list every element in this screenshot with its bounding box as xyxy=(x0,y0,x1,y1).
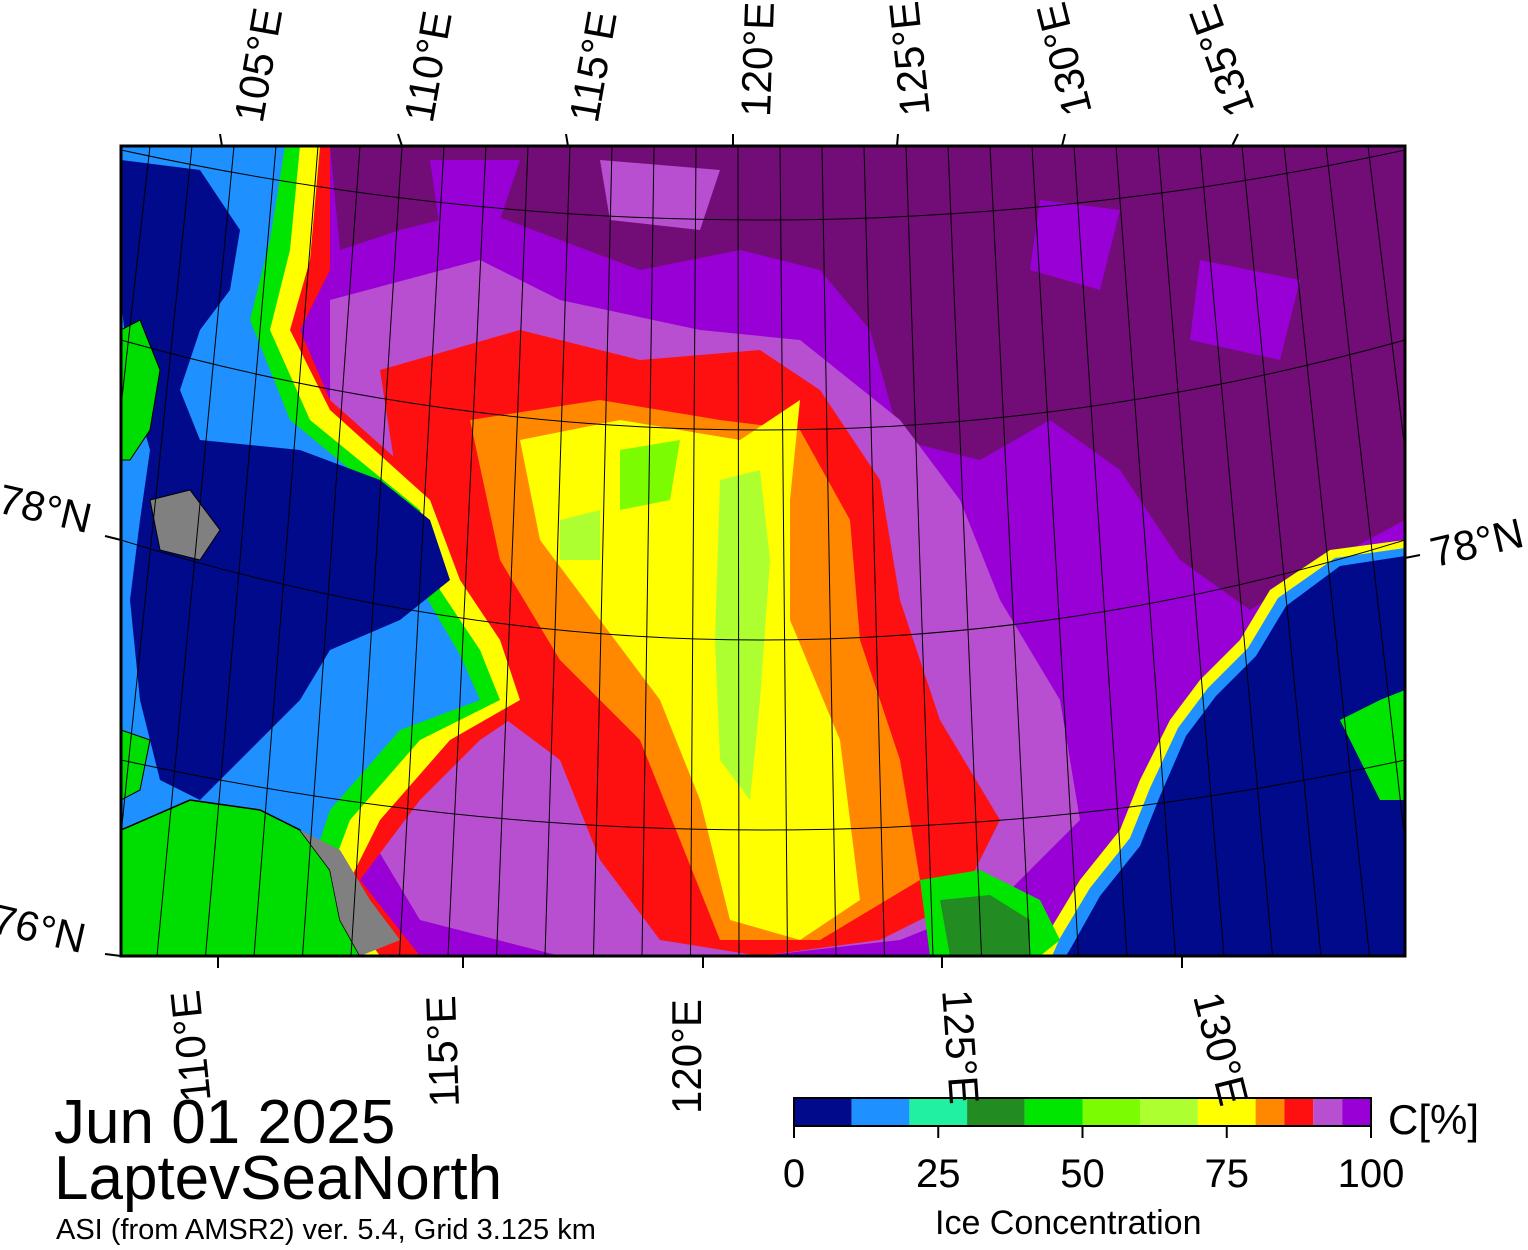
frame-tick xyxy=(1231,133,1239,147)
colorbar-tick-label: 25 xyxy=(916,1152,961,1196)
eastern-coastal-ice xyxy=(1340,690,1405,800)
frame-tick xyxy=(104,953,122,957)
frame-tick xyxy=(219,133,223,147)
meridian-line xyxy=(1283,146,1370,956)
colorbar-tick-label: 75 xyxy=(1204,1152,1250,1196)
meridian-line xyxy=(350,146,403,956)
meridian-line xyxy=(399,146,445,956)
meridian-line xyxy=(447,146,487,956)
meridian-line xyxy=(1031,146,1079,956)
meridian-line xyxy=(1367,146,1405,455)
parallel-line xyxy=(121,149,1405,221)
bottom-lon-label: 115°E xyxy=(417,994,468,1109)
top-lon-label: 120°E xyxy=(732,1,783,118)
colorbar-bin xyxy=(1342,1098,1371,1126)
ice-55-patch xyxy=(620,440,680,510)
meridian-line xyxy=(641,146,655,956)
colorbar-unit: C[%] xyxy=(1388,1096,1480,1143)
frame-tick xyxy=(1404,554,1421,559)
ice-75-zone xyxy=(520,400,860,940)
ice-95-patch xyxy=(1030,200,1120,290)
ice-65-patch xyxy=(560,510,600,560)
meridian-line xyxy=(1157,146,1225,956)
frame-tick xyxy=(397,133,403,147)
colorbar-bin xyxy=(1284,1098,1314,1126)
product-description: ASI (from AMSR2) ver. 5.4, Grid 3.125 km xyxy=(56,1214,596,1246)
colorbar-tick-label: 0 xyxy=(782,1152,806,1196)
colorbar-bin xyxy=(794,1098,852,1126)
map-frame xyxy=(119,144,1407,958)
meridian-line xyxy=(544,146,571,956)
meridian-line xyxy=(905,146,934,956)
meridian-line xyxy=(593,146,613,956)
land-island-north xyxy=(121,319,161,461)
bottom-lon-label: 120°E xyxy=(663,999,710,1114)
meridian-line xyxy=(1199,146,1273,956)
parallel-line xyxy=(121,339,1405,431)
meridian-line xyxy=(302,146,361,956)
meridian-line xyxy=(121,146,151,412)
colorbar-bin xyxy=(1197,1098,1256,1126)
meridian-line xyxy=(496,146,529,956)
meridian-line xyxy=(1073,146,1128,956)
coastal-land-patch xyxy=(149,489,221,561)
frame-tick xyxy=(565,133,569,147)
map-region: LaptevSeaNorth xyxy=(54,1144,503,1213)
frame-tick xyxy=(896,133,899,147)
colorbar-bin xyxy=(1255,1098,1285,1126)
graticule xyxy=(121,146,1405,956)
meridian-line xyxy=(253,146,319,956)
colorbar-bin xyxy=(1082,1098,1141,1126)
frame-tick xyxy=(104,535,122,541)
colorbar-bin xyxy=(909,1098,968,1126)
bottom-lon-label: 110°E xyxy=(161,988,220,1105)
map-frame-content xyxy=(121,146,1405,956)
meridian-line xyxy=(1115,146,1176,956)
frame-ticks xyxy=(104,133,1421,968)
eastern-open-water xyxy=(1066,556,1405,956)
colorbar-tick-label: 50 xyxy=(1060,1152,1105,1196)
frame-tick xyxy=(1061,133,1066,147)
western-open-water-core xyxy=(121,170,425,785)
bottom-lon-label: 125°E xyxy=(933,987,989,1106)
colorbar-bin xyxy=(1024,1098,1083,1126)
ice-90-patch xyxy=(600,160,720,230)
ice-100-zone xyxy=(330,146,1405,610)
meridian-line xyxy=(156,146,235,956)
meridian-line xyxy=(205,146,277,956)
colorbar-bin xyxy=(1313,1098,1343,1126)
taymyr-coast-gray xyxy=(300,830,400,956)
colorbar xyxy=(793,1097,1372,1138)
colorbar-title: Ice Concentration xyxy=(935,1204,1202,1242)
meridian-line xyxy=(947,146,982,956)
map-date: Jun 01 2025 xyxy=(54,1088,396,1157)
ice-95-patch xyxy=(1190,260,1300,360)
meridian-line xyxy=(690,146,697,956)
parallel-line xyxy=(121,539,1405,641)
meridian-line xyxy=(779,146,788,956)
ice-65-streak xyxy=(715,470,770,800)
ice-95-patch xyxy=(430,160,520,230)
meridian-line xyxy=(1325,146,1405,846)
colorbar-bin xyxy=(851,1098,910,1126)
meridian-line xyxy=(863,146,885,956)
land-coast-patch xyxy=(121,729,151,801)
colorbar-bin xyxy=(967,1098,1025,1126)
colorbar-bin xyxy=(1140,1098,1198,1126)
south-coastal-ice-dark xyxy=(940,895,1030,956)
meridian-line xyxy=(989,146,1031,956)
top-lon-label: 125°E xyxy=(880,0,939,119)
parallel-line xyxy=(121,759,1405,831)
colorbar-tick-label: 100 xyxy=(1337,1152,1405,1196)
meridian-line xyxy=(821,146,837,956)
meridian-line xyxy=(737,146,740,956)
meridian-line xyxy=(1241,146,1322,956)
